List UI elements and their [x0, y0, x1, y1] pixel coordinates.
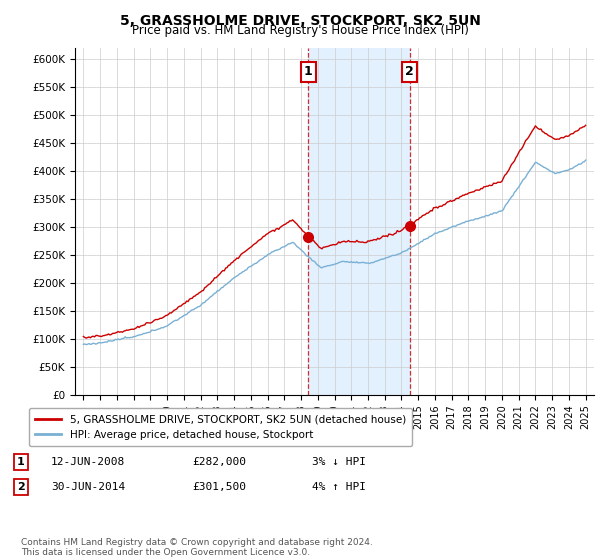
- Text: 2: 2: [17, 482, 25, 492]
- Legend: 5, GRASSHOLME DRIVE, STOCKPORT, SK2 5UN (detached house), HPI: Average price, de: 5, GRASSHOLME DRIVE, STOCKPORT, SK2 5UN …: [29, 408, 412, 446]
- Bar: [308, 48, 410, 395]
- Text: 5, GRASSHOLME DRIVE, STOCKPORT, SK2 5UN: 5, GRASSHOLME DRIVE, STOCKPORT, SK2 5UN: [119, 14, 481, 28]
- Text: 3% ↓ HPI: 3% ↓ HPI: [312, 457, 366, 467]
- Text: 1: 1: [17, 457, 25, 467]
- Text: Contains HM Land Registry data © Crown copyright and database right 2024.
This d: Contains HM Land Registry data © Crown c…: [21, 538, 373, 557]
- Text: 2: 2: [405, 66, 414, 78]
- Text: 12-JUN-2008: 12-JUN-2008: [51, 457, 125, 467]
- Text: 1: 1: [304, 66, 313, 78]
- Text: £282,000: £282,000: [192, 457, 246, 467]
- Text: Price paid vs. HM Land Registry's House Price Index (HPI): Price paid vs. HM Land Registry's House …: [131, 24, 469, 37]
- Text: 4% ↑ HPI: 4% ↑ HPI: [312, 482, 366, 492]
- Text: £301,500: £301,500: [192, 482, 246, 492]
- Text: 30-JUN-2014: 30-JUN-2014: [51, 482, 125, 492]
